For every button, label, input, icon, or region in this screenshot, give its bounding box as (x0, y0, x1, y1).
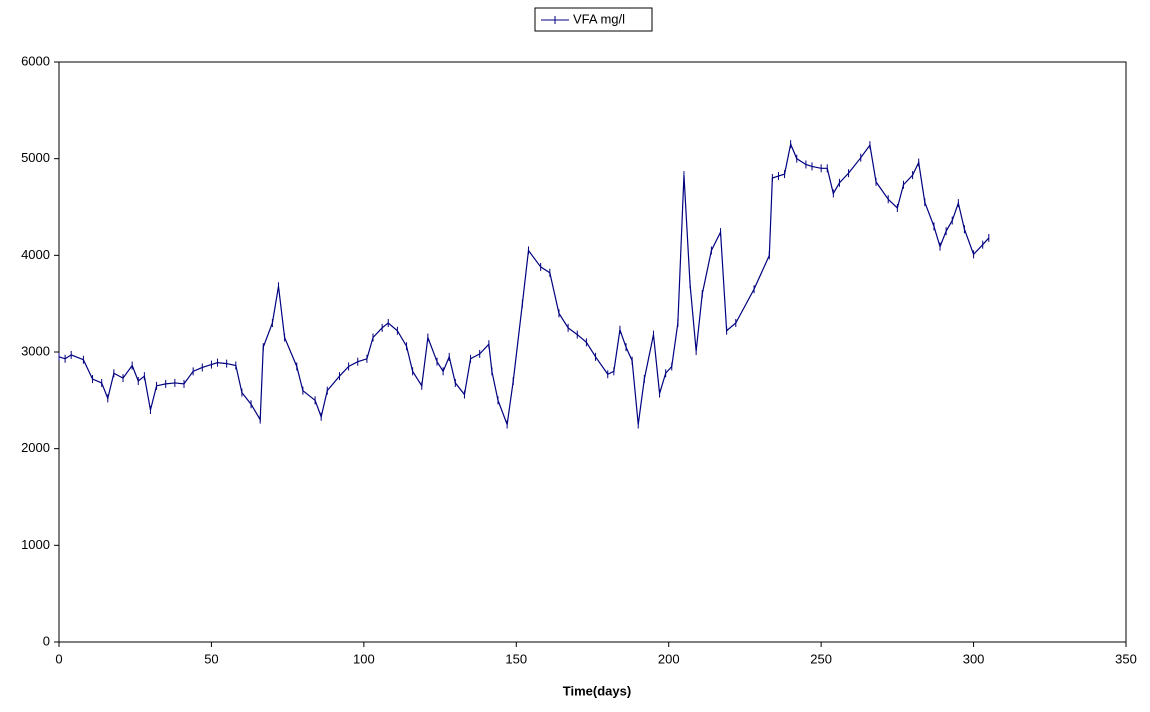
x-axis-title: Time(days) (563, 683, 631, 698)
x-tick-label: 100 (353, 651, 375, 666)
y-tick-label: 4000 (21, 247, 50, 262)
x-tick-label: 150 (505, 651, 527, 666)
y-tick-label: 2000 (21, 440, 50, 455)
x-tick-label: 50 (204, 651, 218, 666)
x-tick-label: 300 (963, 651, 985, 666)
x-tick-label: 350 (1115, 651, 1137, 666)
y-tick-label: 6000 (21, 53, 50, 68)
y-tick-label: 1000 (21, 537, 50, 552)
y-tick-label: 5000 (21, 150, 50, 165)
x-tick-label: 200 (658, 651, 680, 666)
x-tick-label: 0 (55, 651, 62, 666)
y-tick-label: 3000 (21, 343, 50, 358)
legend (534, 7, 653, 32)
legend-label: VFA mg/l (573, 11, 625, 26)
x-tick-label: 250 (810, 651, 832, 666)
y-tick-label: 0 (43, 633, 50, 648)
series-line (58, 142, 990, 425)
